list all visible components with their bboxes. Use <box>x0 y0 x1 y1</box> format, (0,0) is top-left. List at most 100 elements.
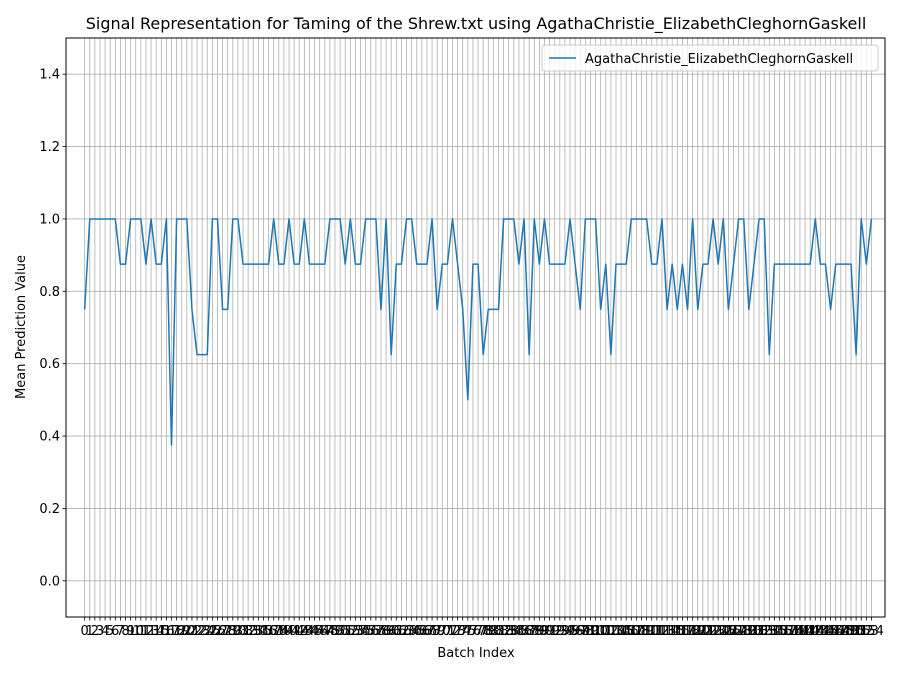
x-tick-label: 141 <box>793 624 818 639</box>
x-tick-label: 106 <box>614 624 639 639</box>
x-tick-label: 88 <box>526 624 543 639</box>
x-tick-label: 137 <box>772 624 797 639</box>
x-tick-label: 47 <box>317 624 334 639</box>
x-tick-label: 51 <box>337 624 354 639</box>
x-tick-label: 85 <box>511 624 528 639</box>
x-tick-label: 128 <box>726 624 751 639</box>
series-layer <box>83 218 873 446</box>
x-tick-label: 115 <box>660 624 685 639</box>
x-tick-label: 18 <box>168 624 185 639</box>
x-tick-label: 126 <box>716 624 741 639</box>
x-tick-label: 53 <box>347 624 364 639</box>
x-tick-label: 20 <box>179 624 196 639</box>
x-tick-label: 68 <box>424 624 441 639</box>
legend-entry-label: AgathaChristie_ElizabethCleghornGaskell <box>585 52 853 67</box>
x-tick-label: 43 <box>296 624 313 639</box>
x-tick-label: 37 <box>265 624 282 639</box>
x-tick-label: 107 <box>619 624 644 639</box>
x-tick-label: 17 <box>163 624 180 639</box>
x-tick-label: 71 <box>439 624 456 639</box>
x-tick-label: 149 <box>834 624 859 639</box>
x-tick-label: 98 <box>577 624 594 639</box>
y-tick-label: 0.4 <box>39 430 60 445</box>
x-tick-label: 129 <box>731 624 756 639</box>
x-tick-label: 116 <box>665 624 690 639</box>
y-tick-label: 0.2 <box>39 502 60 517</box>
x-tick-label: 148 <box>828 624 853 639</box>
x-tick-label: 63 <box>398 624 415 639</box>
x-tick-label: 134 <box>757 624 782 639</box>
x-tick-label: 118 <box>675 624 700 639</box>
x-tick-label: 119 <box>680 624 705 639</box>
x-tick-label: 12 <box>138 624 155 639</box>
y-tick-label: 1.4 <box>39 68 60 83</box>
x-tick-label: 77 <box>470 624 487 639</box>
x-tick-label: 103 <box>598 624 623 639</box>
x-tick-label: 75 <box>460 624 477 639</box>
x-tick-label: 30 <box>230 624 247 639</box>
y-tick-label: 1.0 <box>39 212 60 227</box>
x-tick-label: 97 <box>572 624 589 639</box>
legend: AgathaChristie_ElizabethCleghornGaskell <box>541 44 879 72</box>
x-tick-label: 111 <box>639 624 664 639</box>
x-tick-label: 19 <box>173 624 190 639</box>
x-tick-label: 32 <box>240 624 257 639</box>
x-tick-label: 99 <box>582 624 599 639</box>
x-tick-label: 117 <box>670 624 695 639</box>
x-tick-label: 73 <box>449 624 466 639</box>
y-axis-label: Mean Prediction Value <box>14 255 29 399</box>
x-tick-label: 143 <box>803 624 828 639</box>
x-tick-label: 83 <box>500 624 517 639</box>
x-tick-label: 135 <box>762 624 787 639</box>
x-tick-label: 122 <box>696 624 721 639</box>
series-line <box>83 218 873 446</box>
x-tick-label: 64 <box>403 624 420 639</box>
x-tick-label: 91 <box>541 624 558 639</box>
x-tick-label: 114 <box>655 624 680 639</box>
x-gridlines <box>84 38 872 617</box>
x-axis-label: Batch Index <box>437 646 515 661</box>
x-tick-label: 127 <box>721 624 746 639</box>
x-tick-label: 89 <box>531 624 548 639</box>
x-tick-label: 31 <box>235 624 252 639</box>
x-tick-label: 80 <box>485 624 502 639</box>
x-tick-label: 110 <box>634 624 659 639</box>
x-tick-label: 25 <box>204 624 221 639</box>
x-tick-label: 133 <box>752 624 777 639</box>
legend-box <box>541 44 879 72</box>
x-tick-label: 41 <box>286 624 303 639</box>
y-tick-label: 0.8 <box>39 285 60 300</box>
x-tick-label: 2 <box>91 624 99 639</box>
x-tick-label: 14 <box>148 624 165 639</box>
x-tick-label: 21 <box>184 624 201 639</box>
x-tick-label: 120 <box>685 624 710 639</box>
x-tick-label: 36 <box>260 624 277 639</box>
x-tick-label: 69 <box>429 624 446 639</box>
x-tick-label: 13 <box>143 624 160 639</box>
x-tick-label: 150 <box>839 624 864 639</box>
x-tick-label: 90 <box>536 624 553 639</box>
x-tick-label: 8 <box>121 624 129 639</box>
x-tick-label: 40 <box>281 624 298 639</box>
x-tick-label: 50 <box>332 624 349 639</box>
x-tick-label: 58 <box>373 624 390 639</box>
x-tick-label: 142 <box>798 624 823 639</box>
x-tick-label: 95 <box>562 624 579 639</box>
x-tick-label: 48 <box>322 624 339 639</box>
x-tick-label: 132 <box>747 624 772 639</box>
x-tick-label: 9 <box>126 624 134 639</box>
x-tick-label: 24 <box>199 624 216 639</box>
x-tick-label: 76 <box>465 624 482 639</box>
x-tick-label: 104 <box>604 624 629 639</box>
x-tick-label: 74 <box>454 624 471 639</box>
x-tick-label: 112 <box>644 624 669 639</box>
chart-title: Signal Representation for Taming of the … <box>86 14 867 34</box>
x-tick-label: 86 <box>516 624 533 639</box>
x-tick-label: 109 <box>629 624 654 639</box>
x-tick-label: 27 <box>214 624 231 639</box>
x-tick-label: 145 <box>813 624 838 639</box>
x-tick-label: 131 <box>742 624 767 639</box>
x-tick-label: 28 <box>219 624 236 639</box>
x-tick-label: 144 <box>808 624 833 639</box>
x-tick-label: 66 <box>414 624 431 639</box>
